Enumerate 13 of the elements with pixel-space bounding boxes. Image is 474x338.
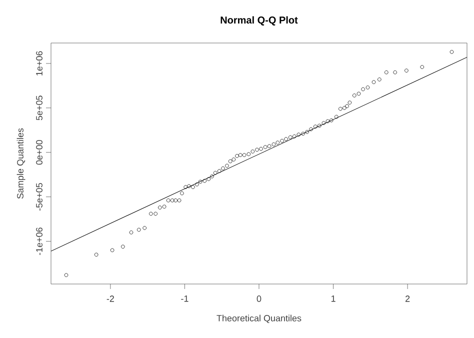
y-tick-label: 1e+06 — [36, 51, 42, 76]
x-tick-label: -1 — [181, 296, 188, 302]
y-tick-label: -5e+05 — [36, 183, 42, 211]
x-axis-title: Theoretical Quantiles — [216, 314, 302, 323]
y-tick-label: 0e+00 — [36, 140, 42, 165]
y-axis-title: Sample Quantiles — [16, 128, 26, 199]
y-tick-label: -1e+06 — [36, 228, 42, 256]
x-tick-label: 0 — [256, 296, 262, 302]
chart-title: Normal Q-Q Plot — [220, 16, 298, 26]
x-tick-label: 2 — [406, 296, 410, 302]
x-tick-label: -2 — [106, 296, 114, 302]
x-tick-label: 1 — [331, 296, 336, 302]
y-tick-label: 5e+05 — [36, 96, 42, 120]
